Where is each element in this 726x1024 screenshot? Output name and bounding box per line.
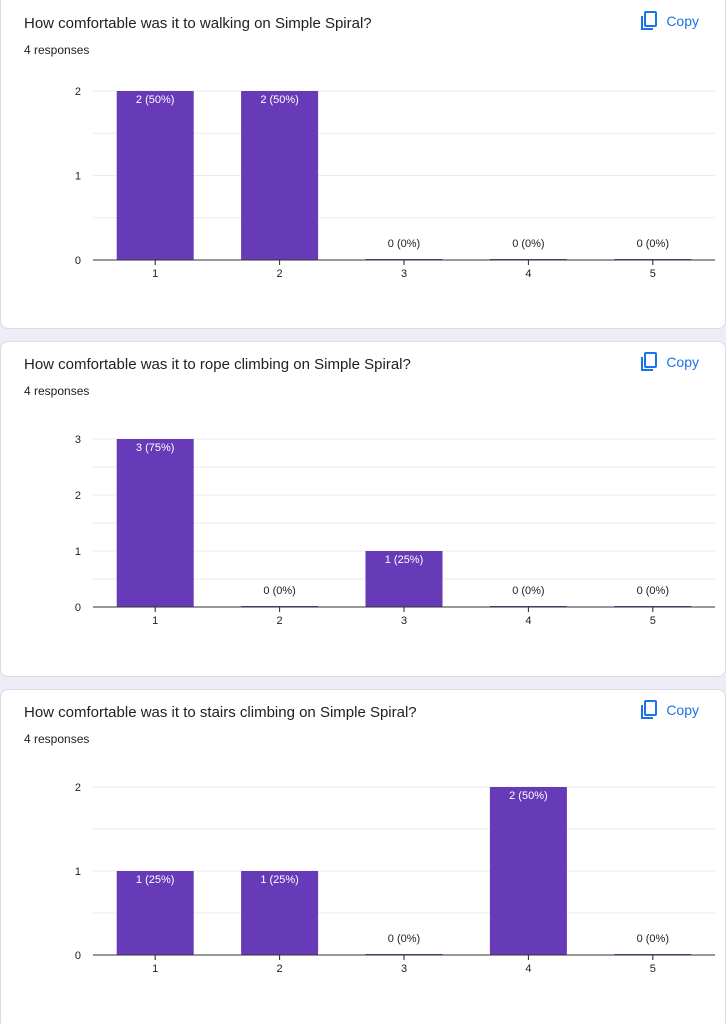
x-tick-label: 2	[277, 268, 283, 280]
x-tick-label: 2	[277, 615, 283, 627]
bar	[116, 871, 194, 955]
bar	[241, 91, 319, 260]
bar-chart: 0 1 2 1 2 (50%) 2 2 (50%) 3 0 (0%) 4 0 (0%) 5 0 (0%)	[75, 86, 715, 280]
data-label: 3 (75%)	[136, 442, 175, 454]
y-tick-label: 2	[75, 782, 81, 794]
question-card: How comfortable was it to walking on Sim…	[0, 0, 726, 329]
copy-button[interactable]: Copy	[640, 11, 699, 31]
data-label: 0 (0%)	[512, 238, 544, 250]
x-tick-label: 3	[401, 963, 407, 975]
x-tick-label: 5	[650, 963, 656, 975]
x-tick-label: 3	[401, 268, 407, 280]
response-count: 4 responses	[24, 732, 90, 746]
x-tick-label: 2	[277, 963, 283, 975]
x-tick-label: 4	[525, 615, 531, 627]
y-tick-label: 3	[75, 434, 81, 446]
x-tick-label: 3	[401, 615, 407, 627]
copy-icon	[640, 352, 658, 372]
bar	[489, 787, 567, 955]
data-label: 0 (0%)	[637, 238, 669, 250]
x-tick-label: 5	[650, 268, 656, 280]
data-label: 0 (0%)	[388, 933, 420, 945]
data-label: 0 (0%)	[637, 585, 669, 597]
x-tick-label: 1	[152, 268, 158, 280]
y-tick-label: 1	[75, 546, 81, 558]
copy-label: Copy	[666, 702, 699, 718]
y-tick-label: 0	[75, 950, 81, 962]
y-tick-label: 0	[75, 255, 81, 267]
bar	[365, 551, 443, 607]
data-label: 2 (50%)	[260, 94, 299, 106]
bar	[116, 439, 194, 607]
copy-button[interactable]: Copy	[640, 352, 699, 372]
bar	[241, 871, 319, 955]
x-tick-label: 4	[525, 963, 531, 975]
copy-label: Copy	[666, 13, 699, 29]
copy-button[interactable]: Copy	[640, 700, 699, 720]
y-tick-label: 0	[75, 602, 81, 614]
question-title: How comfortable was it to rope climbing …	[24, 356, 411, 373]
question-card: How comfortable was it to rope climbing …	[0, 341, 726, 677]
question-title: How comfortable was it to walking on Sim…	[24, 15, 372, 32]
data-label: 0 (0%)	[512, 585, 544, 597]
x-tick-label: 4	[525, 268, 531, 280]
question-card: How comfortable was it to stairs climbin…	[0, 689, 726, 1024]
data-label: 1 (25%)	[260, 874, 299, 886]
copy-icon	[640, 700, 658, 720]
data-label: 0 (0%)	[263, 585, 295, 597]
data-label: 1 (25%)	[385, 554, 424, 566]
question-title: How comfortable was it to stairs climbin…	[24, 704, 417, 721]
copy-label: Copy	[666, 354, 699, 370]
data-label: 0 (0%)	[388, 238, 420, 250]
y-tick-label: 1	[75, 171, 81, 183]
y-tick-label: 2	[75, 490, 81, 502]
data-label: 2 (50%)	[136, 94, 175, 106]
bar-chart: 0 1 2 3 1 3 (75%) 2 0 (0%) 3 1 (25%) 4 0 (0%) 5 0 (0%…	[75, 434, 715, 627]
y-tick-label: 2	[75, 86, 81, 98]
bar	[116, 91, 194, 260]
x-tick-label: 1	[152, 963, 158, 975]
data-label: 0 (0%)	[637, 933, 669, 945]
response-count: 4 responses	[24, 43, 90, 57]
data-label: 2 (50%)	[509, 790, 548, 802]
x-tick-label: 5	[650, 615, 656, 627]
data-label: 1 (25%)	[136, 874, 175, 886]
response-count: 4 responses	[24, 384, 90, 398]
bar-chart: 0 1 2 1 1 (25%) 2 1 (25%) 3 0 (0%) 4 2 (50%) 5 0 (0%…	[75, 782, 715, 975]
x-tick-label: 1	[152, 615, 158, 627]
copy-icon	[640, 11, 658, 31]
y-tick-label: 1	[75, 866, 81, 878]
